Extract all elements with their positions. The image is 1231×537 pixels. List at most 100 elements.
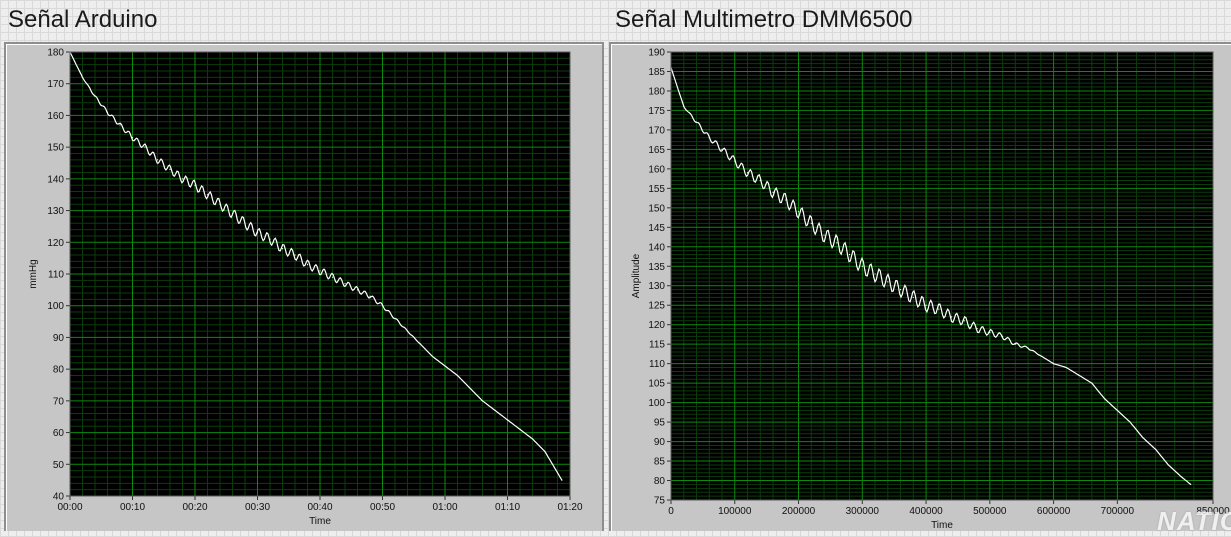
- multimeter-y-tick-label: 135: [648, 262, 665, 273]
- multimeter-y-tick-label: 140: [648, 242, 665, 253]
- multimeter-data-point: [1190, 483, 1192, 486]
- multimeter-y-axis-title: Amplitude: [631, 253, 642, 298]
- arduino-data-point: [281, 248, 284, 250]
- multimeter-chart[interactable]: 0 100000 200000 300000 400000 500000 600000 700…: [611, 44, 1231, 533]
- arduino-y-tick-label: 160: [47, 111, 64, 122]
- arduino-x-tick-label: 00:30: [245, 502, 270, 513]
- multimeter-plot-frame: 0 100000 200000 300000 400000 500000 600000 700…: [609, 42, 1231, 531]
- multimeter-data-point: [1027, 347, 1029, 349]
- arduino-data-point: [369, 295, 371, 297]
- multimeter-data-point: [848, 253, 851, 256]
- multimeter-data-point: [989, 331, 991, 334]
- arduino-data-point: [156, 159, 159, 161]
- multimeter-data-point: [1155, 448, 1157, 450]
- multimeter-x-tick-label: 500000: [973, 506, 1007, 517]
- arduino-data-point: [144, 146, 146, 148]
- multimeter-series-line: [670, 67, 1192, 485]
- multimeter-signal-panel: Señal Multimetro DMM6500 0 100000 200000 30…: [607, 0, 1231, 531]
- multimeter-x-tick-label: 400000: [909, 506, 943, 517]
- multimeter-y-tick-label: 180: [648, 86, 665, 97]
- arduino-x-tick-label: 00:20: [182, 502, 207, 513]
- arduino-data-point: [194, 184, 196, 186]
- multimeter-y-tick-label: 185: [648, 67, 665, 78]
- arduino-data-point: [256, 232, 259, 234]
- arduino-data-point: [344, 282, 346, 285]
- multimeter-data-point: [938, 308, 940, 310]
- multimeter-data-point: [1104, 398, 1106, 400]
- multimeter-data-point: [734, 160, 736, 162]
- multimeter-data-point: [746, 172, 749, 174]
- arduino-data-point: [469, 387, 471, 389]
- multimeter-data-point: [695, 121, 698, 123]
- arduino-data-point: [119, 124, 121, 126]
- multimeter-x-axis-title: Time: [931, 520, 953, 531]
- arduino-data-point: [181, 178, 184, 180]
- arduino-data-point: [444, 365, 446, 367]
- multimeter-data-point: [1065, 366, 1067, 369]
- multimeter-y-tick-label: 95: [654, 418, 666, 429]
- multimeter-data-point: [797, 211, 800, 213]
- arduino-y-axis-title: mmHg: [28, 259, 39, 288]
- arduino-data-point: [381, 305, 384, 307]
- multimeter-data-point: [1014, 343, 1016, 345]
- multimeter-y-tick-label: 125: [648, 301, 665, 312]
- arduino-data-point: [456, 374, 459, 377]
- arduino-data-point: [206, 194, 209, 196]
- arduino-y-tick-label: 120: [47, 238, 64, 249]
- multimeter-y-tick-label: 170: [648, 125, 665, 136]
- arduino-data-point: [244, 222, 246, 224]
- arduino-x-tick-label: 00:00: [57, 502, 82, 513]
- arduino-y-tick-label: 60: [53, 428, 65, 439]
- multimeter-data-point: [785, 199, 787, 201]
- multimeter-data-point: [976, 327, 978, 330]
- arduino-data-point: [169, 168, 171, 170]
- multimeter-y-tick-label: 75: [654, 496, 666, 507]
- arduino-y-tick-label: 150: [47, 143, 64, 154]
- multimeter-data-point: [899, 289, 902, 291]
- multimeter-data-point: [1129, 421, 1131, 423]
- arduino-data-point: [269, 238, 271, 240]
- multimeter-data-point: [772, 191, 774, 193]
- arduino-x-tick-label: 00:50: [370, 502, 395, 513]
- arduino-data-point: [481, 400, 484, 402]
- arduino-data-point: [431, 355, 434, 358]
- arduino-data-point: [306, 263, 309, 266]
- multimeter-data-point: [823, 234, 825, 236]
- arduino-data-point: [506, 419, 509, 421]
- arduino-x-tick-label: 01:20: [557, 502, 582, 513]
- multimeter-y-tick-label: 105: [648, 379, 665, 390]
- multimeter-data-point: [836, 242, 838, 244]
- arduino-y-tick-label: 140: [47, 174, 64, 185]
- arduino-y-tick-label: 100: [47, 301, 64, 312]
- arduino-data-point: [544, 451, 546, 453]
- multimeter-data-point: [1040, 355, 1042, 357]
- multimeter-y-tick-label: 90: [654, 437, 666, 448]
- arduino-data-point: [394, 317, 396, 319]
- multimeter-data-point: [1116, 409, 1118, 411]
- arduino-data-point: [81, 76, 84, 78]
- multimeter-data-point: [950, 316, 953, 318]
- multimeter-data-point: [683, 105, 685, 108]
- arduino-chart[interactable]: 00:00 00:10 00:20 00:30 00:40 00:50 01:00 01:10…: [6, 44, 602, 533]
- multimeter-data-point: [1001, 335, 1004, 337]
- arduino-signal-panel: Señal Arduino 00:00 00:10 00:20 00:30 00:40 0…: [0, 0, 604, 533]
- multimeter-data-point: [1167, 464, 1169, 466]
- multimeter-y-tick-label: 85: [654, 457, 666, 468]
- multimeter-panel-title: Señal Multimetro DMM6500: [615, 6, 913, 33]
- arduino-y-tick-label: 80: [53, 365, 65, 376]
- arduino-data-point: [531, 438, 534, 440]
- multimeter-y-tick-label: 155: [648, 184, 665, 195]
- multimeter-data-point: [708, 137, 710, 139]
- arduino-x-tick-label: 01:00: [432, 502, 457, 513]
- arduino-y-tick-label: 40: [53, 492, 65, 503]
- arduino-y-tick-label: 90: [53, 333, 65, 344]
- arduino-data-point: [331, 276, 334, 278]
- arduino-data-point: [231, 213, 234, 215]
- multimeter-x-tick-label: 850000: [1196, 506, 1230, 517]
- multimeter-y-tick-label: 160: [648, 164, 665, 175]
- arduino-y-tick-label: 170: [47, 79, 64, 90]
- multimeter-data-point: [963, 320, 965, 322]
- multimeter-data-point: [861, 265, 863, 267]
- multimeter-data-point: [1180, 476, 1182, 478]
- multimeter-y-tick-label: 165: [648, 145, 665, 156]
